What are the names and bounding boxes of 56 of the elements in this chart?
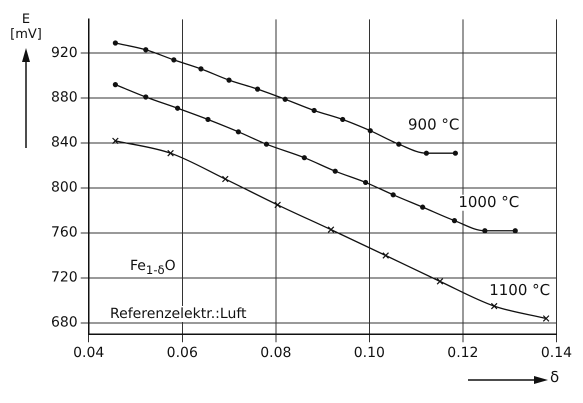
y-axis-title: E [mV] [9, 12, 43, 42]
point [382, 252, 390, 259]
x-tick-label: 0.06 [166, 345, 198, 362]
point [436, 278, 444, 285]
point [264, 142, 270, 147]
y-tick-label: 760 [50, 224, 78, 241]
point [222, 176, 229, 182]
point [424, 150, 429, 156]
point [368, 128, 373, 134]
series-label: 1000 °C [458, 193, 520, 212]
point [112, 82, 118, 88]
point [167, 150, 174, 157]
point [512, 228, 518, 234]
point [282, 96, 288, 102]
x-tick-label: 0.14 [540, 345, 572, 362]
point [143, 47, 148, 52]
x-axis-title: δ [550, 368, 560, 386]
point [340, 116, 346, 122]
point [205, 116, 211, 122]
point [362, 180, 368, 186]
point [390, 192, 396, 198]
point [174, 106, 180, 111]
y-tick-label: 800 [50, 180, 78, 196]
point [226, 78, 232, 83]
point [420, 204, 426, 210]
point [112, 40, 118, 46]
x-tick-label: 0.10 [354, 345, 385, 362]
point [112, 137, 119, 144]
point [452, 150, 458, 156]
series-label: 1100 °C [489, 280, 550, 299]
point [542, 315, 550, 322]
annotation: Referenzelektr.:Luft [108, 306, 248, 322]
x-tick-label: 0.08 [260, 345, 292, 362]
point [312, 108, 317, 114]
point [452, 218, 458, 224]
y-tick-label: 720 [50, 270, 78, 286]
annotation: Fe$_{1-δ}$O [128, 258, 178, 277]
point [482, 228, 488, 234]
point [332, 168, 338, 174]
point [198, 66, 204, 72]
y-tick-label: 680 [50, 314, 78, 331]
x-tick-label: 0.12 [447, 345, 478, 362]
point [236, 129, 241, 134]
series-label: 900 °C [408, 116, 460, 134]
point [328, 226, 334, 234]
y-tick-label: 880 [50, 90, 78, 106]
y-tick-label: 840 [50, 134, 78, 151]
point [254, 86, 260, 92]
point [396, 142, 402, 147]
point [274, 201, 282, 208]
point [302, 155, 307, 160]
y-tick-label: 920 [50, 44, 78, 61]
point [171, 57, 176, 62]
point [143, 94, 148, 100]
point [490, 302, 498, 310]
x-tick-label: 0.04 [73, 345, 104, 362]
